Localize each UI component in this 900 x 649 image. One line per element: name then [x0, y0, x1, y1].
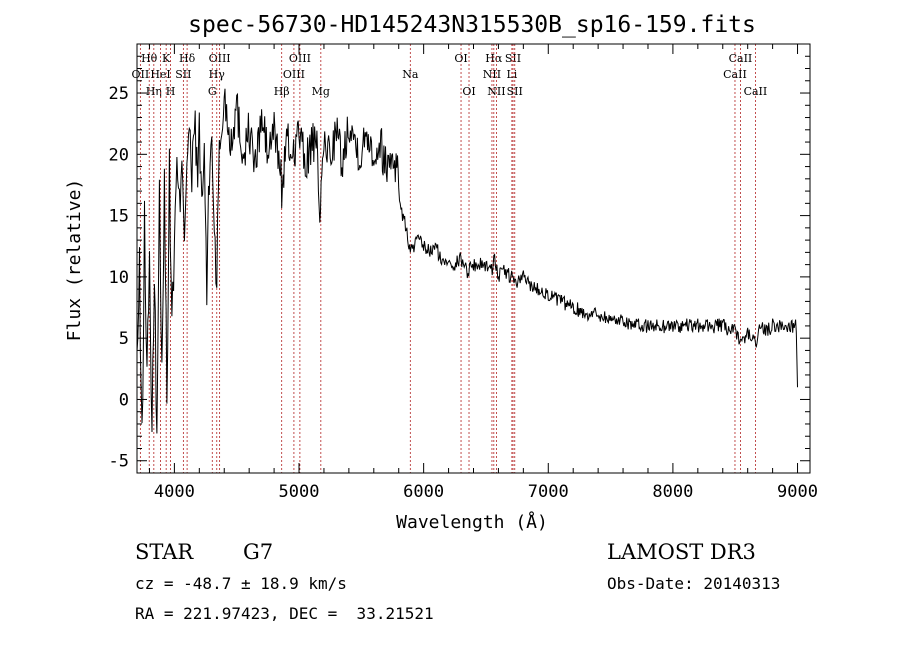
object-class: STAR	[135, 540, 194, 564]
y-tick-label: 10	[109, 268, 129, 288]
y-tick-label: 0	[119, 390, 129, 410]
line-marker-label: H	[166, 85, 176, 98]
x-tick-label: 9000	[777, 482, 818, 502]
line-marker-label: CaII	[729, 52, 753, 65]
line-marker-label: Hα	[485, 52, 503, 65]
line-marker-label: SII	[175, 68, 191, 81]
line-marker-label: CaII	[744, 85, 768, 98]
survey-name: LAMOST DR3	[607, 540, 756, 564]
line-marker-label: OIII	[289, 52, 311, 65]
line-marker-label: SII	[507, 85, 523, 98]
y-tick-label: 5	[119, 329, 129, 349]
x-tick-label: 7000	[528, 482, 569, 502]
line-marker-label: HeI	[150, 68, 170, 81]
y-tick-label: -5	[109, 452, 129, 472]
line-marker-label: OIII	[209, 52, 231, 65]
line-marker-label: K	[162, 52, 171, 65]
line-marker-label: NII	[487, 85, 505, 98]
redshift-cz: cz = -48.7 ± 18.9 km/s	[135, 574, 347, 593]
line-marker-label: Li	[506, 68, 517, 81]
line-marker-label: NII	[483, 68, 501, 81]
line-marker-label: SII	[505, 52, 521, 65]
chart-title: spec-56730-HD145243N315530B_sp16-159.fit…	[188, 12, 756, 38]
line-marker-label: Hβ	[274, 85, 290, 98]
y-axis-label: Flux (relative)	[64, 179, 85, 342]
line-marker-label: Na	[402, 68, 419, 81]
spectrum-line	[136, 88, 798, 434]
x-tick-label: 6000	[403, 482, 444, 502]
y-tick-label: 25	[109, 84, 129, 104]
line-marker-label: Hη	[146, 85, 162, 98]
spectrum-plot: spec-56730-HD145243N315530B_sp16-159.fit…	[64, 12, 818, 533]
line-marker-label: OIII	[283, 68, 305, 81]
line-marker-label: Hδ	[179, 52, 196, 65]
y-tick-label: 20	[109, 145, 129, 165]
line-marker-label: Mg	[312, 85, 330, 98]
line-marker-label: Hθ	[141, 52, 158, 65]
y-axis: -5 0 5 10 15 20 25	[109, 55, 810, 472]
line-marker-label: OII	[132, 68, 150, 81]
x-tick-label: 4000	[154, 482, 195, 502]
emission-line-markers: Hθ OII Hη K HeI H SII Hδ OIII Hγ G OIII OIII Hβ Mg Na OI…	[132, 44, 768, 473]
observation-date: Obs-Date: 20140313	[607, 574, 781, 593]
line-marker-label: OI	[462, 85, 475, 98]
x-axis: 4000 5000 6000 7000 8000 9000	[148, 44, 818, 502]
x-tick-label: 5000	[279, 482, 320, 502]
object-subclass: G7	[243, 540, 274, 564]
y-tick-label: 15	[109, 207, 129, 227]
line-marker-label: OI	[454, 52, 467, 65]
coordinates: RA = 221.97423, DEC = 33.21521	[135, 604, 434, 623]
line-marker-label: Hγ	[209, 68, 226, 81]
x-tick-label: 8000	[652, 482, 693, 502]
line-marker-label: G	[208, 85, 217, 98]
x-axis-label: Wavelength (Å)	[396, 511, 548, 533]
line-marker-label: CaII	[723, 68, 747, 81]
